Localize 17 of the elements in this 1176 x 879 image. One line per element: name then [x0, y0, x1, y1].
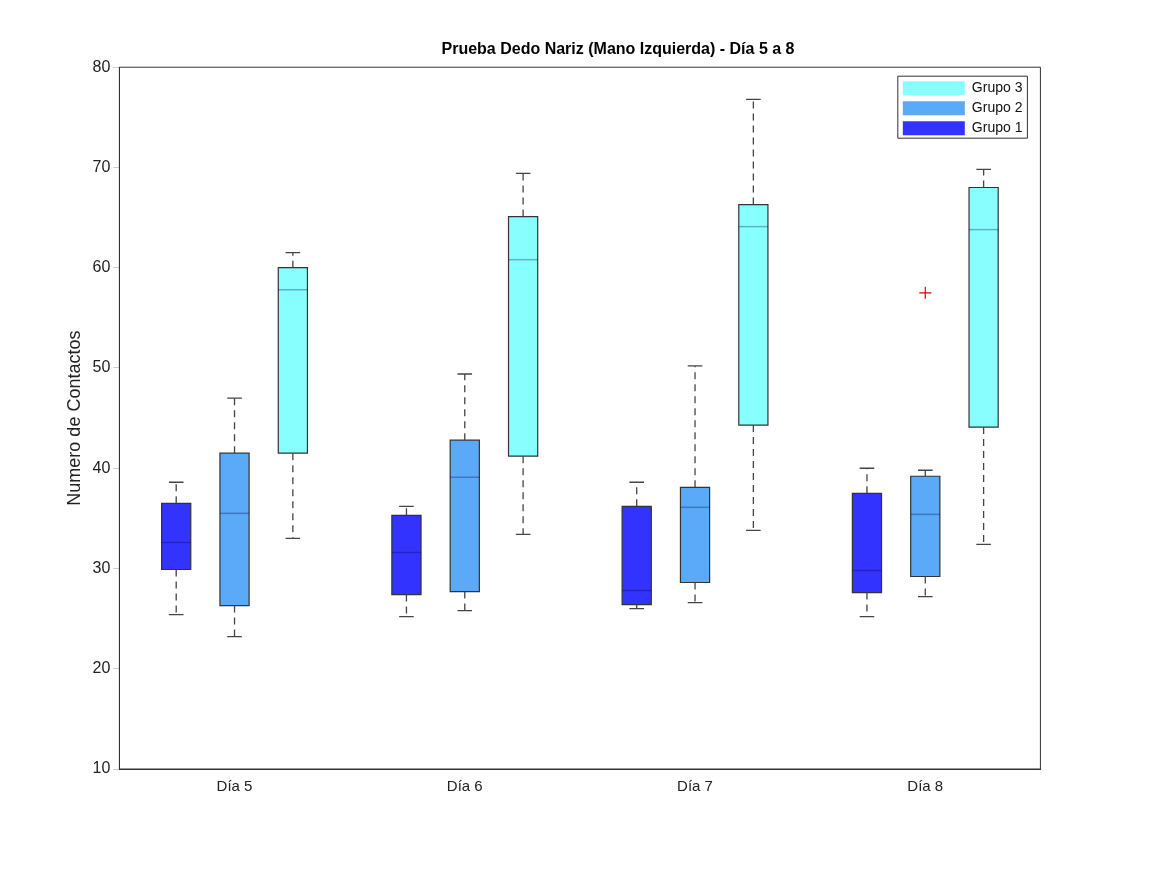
x-tick-label: Día 5: [216, 777, 253, 795]
chart-title: Prueba Dedo Nariz (Mano Izquierda) - Día 5 a 8: [441, 40, 795, 58]
y-tick-label: 80: [92, 57, 111, 75]
y-tick-label: 40: [92, 458, 111, 476]
legend-label: Grupo 2: [971, 99, 1023, 116]
x-tick-label: Día 7: [677, 777, 713, 795]
y-tick-label: 60: [92, 258, 111, 276]
legend-label: Grupo 3: [971, 79, 1023, 96]
y-tick-label: 10: [92, 759, 111, 777]
y-tick-label: 50: [92, 358, 111, 376]
y-axis-title: Numero de Contactos: [63, 330, 84, 506]
y-tick-label: 30: [92, 558, 111, 576]
y-tick-label: 20: [92, 659, 111, 677]
legend-label: Grupo 1: [971, 119, 1023, 136]
x-tick-label: Día 8: [907, 777, 944, 795]
x-tick-label: Día 6: [446, 777, 483, 795]
y-tick-label: 70: [92, 157, 111, 175]
